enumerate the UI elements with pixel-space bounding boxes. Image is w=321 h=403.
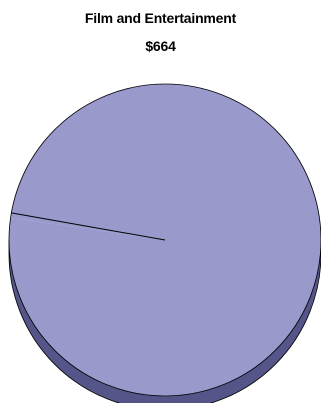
chart-subtitle: $664 [145,38,176,54]
pie-top [8,83,321,397]
pie-outline [8,83,321,397]
chart-title: Film and Entertainment [84,10,237,26]
pie-slice-divider [11,212,166,241]
